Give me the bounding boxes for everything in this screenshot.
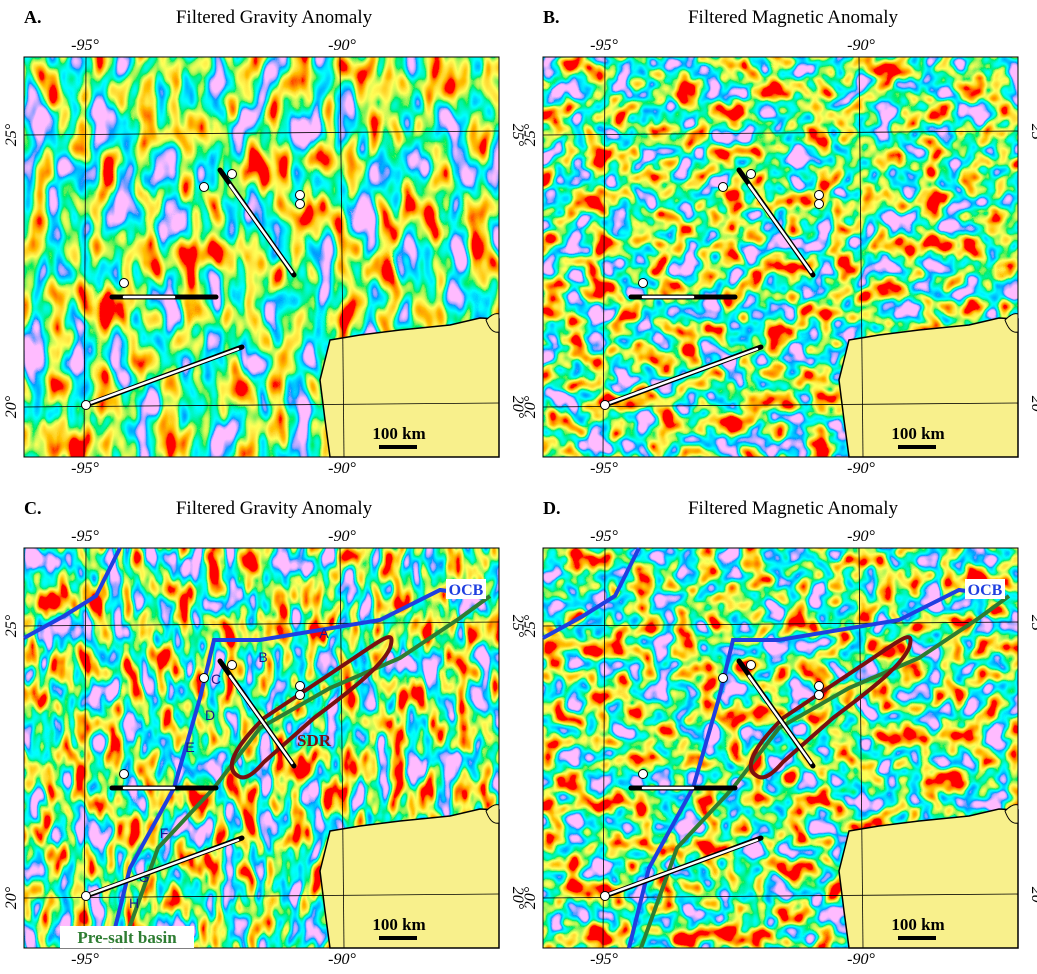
sdr-label: SDR [297,731,332,750]
station-dot [815,191,824,200]
lat-label-left: 20° [522,886,539,909]
scale-label: 100 km [891,915,944,934]
station-dot [719,183,728,192]
station-dot [120,279,129,288]
lat-label-right: 20° [1028,887,1037,910]
profile-label: B [258,649,267,665]
lat-label-right: 20° [1028,396,1037,419]
lon-label-bottom: -90° [328,460,356,477]
station-dot [296,191,305,200]
profile-label: F [160,825,169,841]
station-dot [82,401,91,410]
lon-label-bottom: -90° [847,460,875,477]
scale-label: 100 km [372,424,425,443]
lon-label-top: -90° [847,37,875,54]
lat-label-left: 20° [3,395,20,418]
panel-label: C. [24,498,42,518]
station-dot [815,200,824,209]
lat-label-left: 25° [3,614,20,637]
panel-title: Filtered Magnetic Anomaly [688,498,899,519]
station-dot [719,674,728,683]
profile-label: A [319,625,329,641]
station-dot [120,770,129,779]
map: -95° -95° -90° -90° 25° 25° 20° 20° 100 km [522,37,1037,477]
lat-label-left: 25° [3,123,20,146]
profile-label: D [205,707,215,723]
scale-label: 100 km [372,915,425,934]
station-dot [747,661,756,670]
lon-label-bottom: -95° [71,460,99,477]
panel-label: D. [543,498,561,518]
station-dot [639,770,648,779]
panel-title: Filtered Gravity Anomaly [176,498,373,519]
lon-label-top: -90° [328,528,356,545]
figure: A.Filtered Gravity Anomaly-95°-95°-90°-9… [0,0,1037,969]
lon-label-bottom: -95° [590,951,618,968]
lat-label-left: 20° [3,886,20,909]
station-dot [228,170,237,179]
station-dot [747,170,756,179]
panel-label: B. [543,7,560,27]
lat-label-right: 25° [1028,615,1037,638]
station-dot [200,674,209,683]
profile-label: H [129,895,139,911]
lon-label-bottom: -90° [328,951,356,968]
station-dot [296,682,305,691]
profile-label: E [185,739,194,755]
ocb-label: OCB [449,582,484,599]
map: -95° -95° -90° -90° 25° 25° 20° 20° OCB 100 km [522,528,1037,968]
lon-label-top: -90° [328,37,356,54]
station-dot [82,892,91,901]
profile-label: C [211,671,221,687]
map: -95°-95°-90°-90°25°25°20°20°100 km [3,37,526,477]
scale-bar [898,445,936,449]
panel-label: A. [24,7,42,27]
lon-label-top: -95° [71,528,99,545]
lat-label-left: 20° [522,395,539,418]
lon-label-top: -90° [847,528,875,545]
lon-label-bottom: -95° [590,460,618,477]
lon-label-top: -95° [590,528,618,545]
station-dot [601,401,610,410]
station-dot [815,691,824,700]
station-dot [296,200,305,209]
scale-bar [898,936,936,940]
lat-label-left: 25° [522,614,539,637]
lat-label-right: 25° [1028,124,1037,147]
lon-label-bottom: -95° [71,951,99,968]
station-dot [200,183,209,192]
scale-bar [379,445,417,449]
panel-title: Filtered Magnetic Anomaly [688,7,899,28]
panel-title: Filtered Gravity Anomaly [176,7,373,28]
scale-bar [379,936,417,940]
station-dot [228,661,237,670]
lon-label-bottom: -90° [847,951,875,968]
presalt-label: Pre-salt basin [77,928,177,947]
station-dot [815,682,824,691]
lat-label-left: 25° [522,123,539,146]
station-dot [601,892,610,901]
station-dot [639,279,648,288]
ocb-label: OCB [968,582,1003,599]
lon-label-top: -95° [71,37,99,54]
lon-label-top: -95° [590,37,618,54]
station-dot [296,691,305,700]
map: -95°-95°-90°-90°25°25°20°20°OCBSDRPre-sa… [3,528,526,968]
scale-label: 100 km [891,424,944,443]
